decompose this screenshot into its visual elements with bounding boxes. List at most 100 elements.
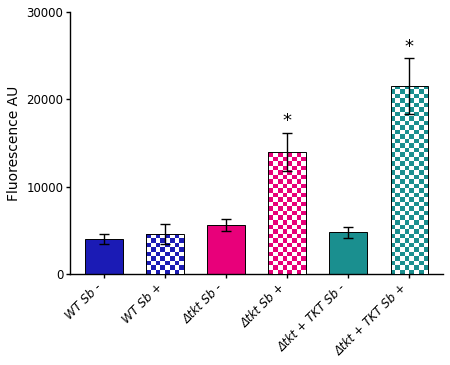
Bar: [419, 193, 423, 197]
Bar: [414, 197, 419, 202]
Bar: [278, 229, 283, 234]
Bar: [419, 93, 423, 98]
Bar: [156, 247, 160, 251]
Bar: [423, 197, 428, 202]
Bar: [400, 139, 405, 143]
Bar: [273, 261, 278, 265]
Bar: [410, 202, 414, 207]
Bar: [419, 121, 423, 125]
Bar: [278, 256, 283, 261]
Bar: [273, 243, 278, 247]
Bar: [292, 243, 297, 247]
Bar: [414, 179, 419, 184]
Bar: [395, 89, 400, 93]
Bar: [273, 207, 278, 211]
Bar: [278, 238, 283, 243]
Bar: [414, 161, 419, 166]
Bar: [297, 166, 302, 170]
Bar: [283, 188, 287, 193]
Bar: [423, 116, 428, 121]
Bar: [414, 234, 419, 238]
Bar: [391, 86, 428, 274]
Bar: [151, 251, 156, 256]
Bar: [395, 107, 400, 112]
Bar: [423, 170, 428, 175]
Bar: [302, 234, 306, 238]
Bar: [268, 175, 273, 179]
Bar: [292, 170, 297, 175]
Bar: [414, 170, 419, 175]
Bar: [302, 188, 306, 193]
Bar: [278, 166, 283, 170]
Bar: [268, 238, 273, 243]
Bar: [292, 215, 297, 220]
Bar: [278, 202, 283, 207]
Bar: [395, 134, 400, 139]
Bar: [395, 152, 400, 157]
Bar: [395, 234, 400, 238]
Bar: [423, 251, 428, 256]
Bar: [400, 220, 405, 224]
Bar: [410, 130, 414, 134]
Bar: [273, 188, 278, 193]
Bar: [395, 270, 400, 274]
Bar: [423, 207, 428, 211]
Bar: [391, 247, 395, 251]
Bar: [283, 261, 287, 265]
Bar: [268, 166, 273, 170]
Bar: [146, 234, 184, 274]
Bar: [423, 98, 428, 103]
Bar: [278, 220, 283, 224]
Bar: [395, 197, 400, 202]
Bar: [268, 184, 273, 188]
Bar: [297, 247, 302, 251]
Bar: [423, 143, 428, 148]
Bar: [391, 86, 428, 274]
Bar: [410, 121, 414, 125]
Bar: [302, 224, 306, 229]
Bar: [391, 256, 395, 261]
Bar: [410, 112, 414, 116]
Bar: [405, 197, 410, 202]
Bar: [292, 251, 297, 256]
Bar: [405, 152, 410, 157]
Text: *: *: [405, 38, 414, 55]
Bar: [391, 139, 395, 143]
Bar: [180, 234, 184, 238]
Bar: [273, 270, 278, 274]
Bar: [400, 148, 405, 152]
Bar: [410, 265, 414, 270]
Bar: [278, 247, 283, 251]
Bar: [146, 256, 151, 261]
Bar: [423, 161, 428, 166]
Bar: [156, 256, 160, 261]
Bar: [297, 157, 302, 161]
Bar: [170, 261, 175, 265]
Bar: [329, 232, 367, 274]
Bar: [175, 256, 180, 261]
Bar: [278, 184, 283, 188]
Bar: [400, 86, 405, 89]
Bar: [156, 238, 160, 243]
Bar: [180, 270, 184, 274]
Bar: [297, 238, 302, 243]
Bar: [287, 265, 292, 270]
Bar: [283, 224, 287, 229]
Bar: [287, 256, 292, 261]
Bar: [268, 229, 273, 234]
Bar: [414, 251, 419, 256]
Bar: [207, 225, 245, 274]
Bar: [160, 270, 165, 274]
Bar: [287, 184, 292, 188]
Bar: [400, 130, 405, 134]
Bar: [414, 215, 419, 220]
Bar: [395, 224, 400, 229]
Bar: [391, 184, 395, 188]
Bar: [302, 207, 306, 211]
Bar: [410, 139, 414, 143]
Bar: [400, 112, 405, 116]
Bar: [297, 256, 302, 261]
Bar: [287, 238, 292, 243]
Bar: [400, 238, 405, 243]
Bar: [419, 112, 423, 116]
